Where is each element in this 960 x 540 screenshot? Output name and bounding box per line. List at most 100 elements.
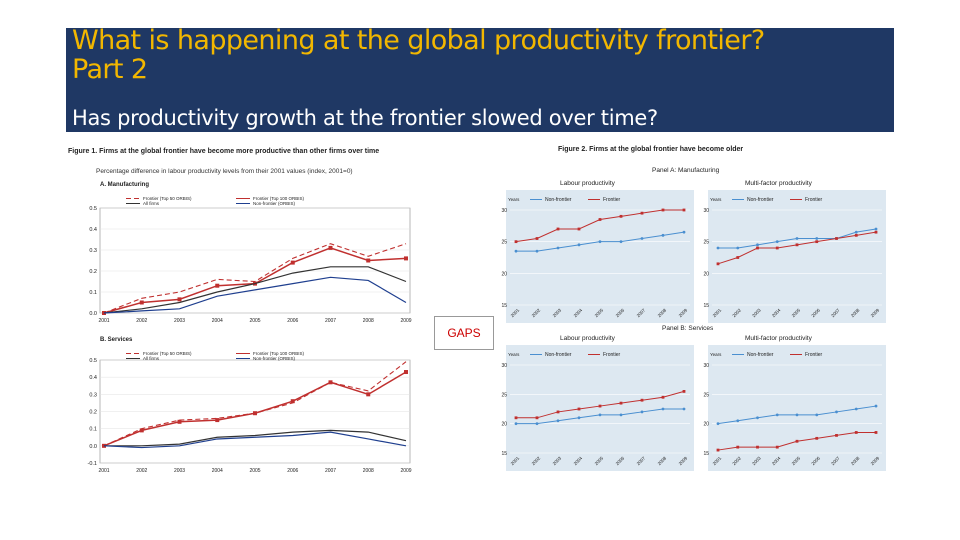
data-point bbox=[404, 370, 408, 375]
data-point bbox=[619, 240, 623, 244]
x-tick-label: 2001 bbox=[712, 455, 723, 466]
data-point bbox=[215, 283, 220, 288]
chart-title: B. Services bbox=[100, 337, 133, 343]
data-point bbox=[177, 419, 182, 424]
data-point bbox=[775, 240, 779, 244]
legend-label: Non-frontier (ORBIS) bbox=[253, 201, 296, 206]
x-tick-label: 2001 bbox=[98, 318, 109, 324]
x-tick-label: 2004 bbox=[212, 468, 223, 474]
y-tick-label: 20 bbox=[703, 271, 709, 277]
chart-title: Labour productivity bbox=[560, 335, 616, 342]
data-point bbox=[854, 233, 858, 237]
x-tick-label: 2006 bbox=[615, 455, 626, 466]
y-tick-label: 20 bbox=[501, 271, 507, 277]
x-tick-label: 2008 bbox=[363, 468, 374, 474]
data-point bbox=[514, 416, 518, 420]
y-tick-label: -0.1 bbox=[88, 461, 97, 467]
legend-label: Frontier bbox=[805, 352, 823, 358]
y-axis-label: Years bbox=[710, 197, 722, 202]
x-tick-label: 2001 bbox=[510, 307, 521, 318]
data-point bbox=[874, 227, 878, 231]
data-point bbox=[795, 439, 799, 443]
data-point bbox=[874, 431, 878, 434]
data-point bbox=[815, 240, 819, 244]
data-point bbox=[682, 407, 686, 411]
data-point bbox=[815, 413, 819, 417]
x-tick-label: 2009 bbox=[870, 307, 881, 318]
data-point bbox=[577, 416, 581, 420]
data-point bbox=[328, 245, 333, 250]
x-tick-label: 2006 bbox=[810, 307, 821, 318]
x-tick-label: 2006 bbox=[287, 318, 298, 324]
x-tick-label: 2002 bbox=[531, 455, 542, 466]
data-point bbox=[139, 300, 144, 305]
chart-title: Multi-factor productivity bbox=[745, 180, 813, 187]
x-tick-label: 2005 bbox=[594, 455, 605, 466]
series-line bbox=[103, 266, 407, 314]
data-point bbox=[619, 413, 623, 417]
legend-label: Non-frontier bbox=[545, 197, 572, 203]
y-tick-label: 0.4 bbox=[89, 227, 97, 233]
data-point bbox=[514, 249, 518, 253]
x-tick-label: 2009 bbox=[678, 455, 689, 466]
data-point bbox=[795, 243, 799, 247]
y-tick-label: 15 bbox=[501, 303, 507, 309]
y-tick-label: 0.2 bbox=[89, 410, 97, 416]
data-point bbox=[215, 418, 220, 423]
data-point bbox=[795, 237, 799, 240]
legend-label: Frontier (Top 100 ORBIS) bbox=[253, 196, 305, 201]
x-tick-label: 2004 bbox=[573, 307, 584, 318]
y-tick-label: 15 bbox=[703, 451, 709, 457]
legend-label: Frontier bbox=[805, 197, 823, 203]
x-tick-label: 2008 bbox=[850, 307, 861, 318]
y-tick-label: 20 bbox=[703, 422, 709, 428]
data-point bbox=[640, 237, 644, 240]
data-point bbox=[736, 419, 740, 423]
x-tick-label: 2003 bbox=[174, 468, 185, 474]
data-point bbox=[556, 246, 560, 250]
data-point bbox=[290, 260, 295, 265]
data-point bbox=[661, 233, 665, 237]
y-tick-label: 0.2 bbox=[89, 269, 97, 275]
data-point bbox=[514, 422, 518, 426]
figure1-subcaption: Percentage difference in labour producti… bbox=[96, 168, 353, 175]
y-tick-label: 30 bbox=[501, 363, 507, 369]
y-tick-label: 20 bbox=[501, 422, 507, 428]
data-point bbox=[139, 428, 144, 433]
legend-label: Frontier bbox=[603, 352, 621, 358]
y-tick-label: 30 bbox=[501, 208, 507, 214]
x-tick-label: 2001 bbox=[510, 455, 521, 466]
x-tick-label: 2006 bbox=[615, 307, 626, 318]
y-tick-label: 15 bbox=[501, 451, 507, 457]
chart-title: A. Manufacturing bbox=[100, 182, 149, 188]
data-point bbox=[556, 410, 560, 414]
chart-background bbox=[506, 190, 694, 323]
y-tick-label: 25 bbox=[501, 240, 507, 246]
x-tick-label: 2008 bbox=[657, 455, 668, 466]
chart-title: Labour productivity bbox=[560, 180, 616, 187]
x-tick-label: 2005 bbox=[594, 307, 605, 318]
y-tick-label: 25 bbox=[703, 240, 709, 246]
y-tick-label: 0.1 bbox=[89, 427, 97, 433]
x-tick-label: 2003 bbox=[174, 318, 185, 324]
x-tick-label: 2001 bbox=[98, 468, 109, 474]
legend-label: Non-frontier bbox=[747, 197, 774, 203]
y-tick-label: 0.3 bbox=[89, 392, 97, 398]
data-point bbox=[756, 445, 759, 449]
y-axis-label: Years bbox=[710, 352, 722, 357]
data-point bbox=[619, 401, 623, 405]
data-point bbox=[177, 297, 182, 302]
x-tick-label: 2002 bbox=[136, 318, 147, 324]
data-point bbox=[661, 208, 665, 212]
data-point bbox=[874, 230, 878, 234]
y-tick-label: 0.1 bbox=[89, 290, 97, 296]
chart-background bbox=[506, 345, 694, 471]
x-tick-label: 2003 bbox=[751, 455, 762, 466]
x-tick-label: 2007 bbox=[325, 318, 336, 324]
plot-area bbox=[99, 207, 411, 314]
legend-label: All firms bbox=[143, 356, 160, 361]
x-tick-label: 2004 bbox=[771, 307, 782, 318]
data-point bbox=[253, 411, 257, 416]
data-point bbox=[716, 262, 720, 266]
